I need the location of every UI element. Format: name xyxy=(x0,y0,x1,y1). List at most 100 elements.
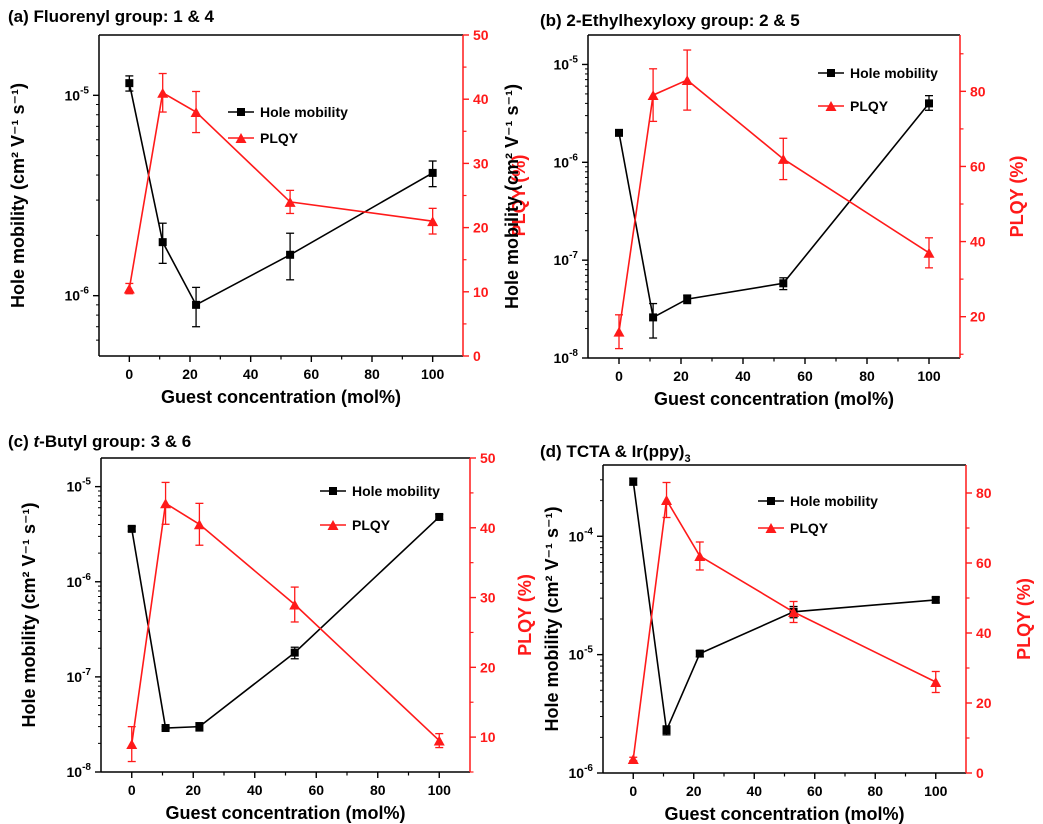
y-right-tick-label: 60 xyxy=(970,158,986,174)
legend: Hole mobility PLQY xyxy=(320,483,440,533)
data-point-hole-mobility xyxy=(127,524,136,533)
x-tick-label: 60 xyxy=(807,783,823,799)
x-axis-label: Guest concentration (mol%) xyxy=(654,389,894,409)
data-point-hole-mobility xyxy=(629,477,638,486)
x-tick-label: 20 xyxy=(182,366,198,382)
x-tick-label: 0 xyxy=(125,366,133,382)
y-left-axis-label: Hole mobility (cm² V⁻¹ s⁻¹) xyxy=(8,83,28,308)
y-left-tick-label: 10-6 xyxy=(65,286,90,304)
data-point-plqy xyxy=(930,677,942,687)
chart-title: (b) 2-Ethylhexyloxy group: 2 & 5 xyxy=(540,11,800,30)
chart-panel-b: (b) 2-Ethylhexyloxy group: 2 & 5 0 20 40 60 8… xyxy=(502,11,1027,409)
x-tick-label: 40 xyxy=(243,366,259,382)
chart-panel-a: (a) Fluorenyl group: 1 & 40 20 40 60 80 100Gu… xyxy=(8,7,529,407)
legend-marker-square xyxy=(329,487,337,495)
x-tick-label: 0 xyxy=(128,782,136,798)
x-tick-label: 80 xyxy=(370,782,386,798)
y-right-tick-label: 50 xyxy=(480,450,496,466)
x-tick-label: 0 xyxy=(629,783,637,799)
legend-label: PLQY xyxy=(850,98,889,114)
x-tick-label: 20 xyxy=(185,782,201,798)
data-point-plqy xyxy=(157,87,169,98)
x-axis-label: Guest concentration (mol%) xyxy=(161,387,401,407)
y-left-tick-label: 10-5 xyxy=(65,85,90,103)
y-right-axis-label: PLQY (%) xyxy=(1014,578,1034,660)
data-point-hole-mobility xyxy=(695,649,704,658)
y-right-axis-label: PLQY (%) xyxy=(515,574,535,656)
y-left-tick-label: 10-5 xyxy=(554,54,579,72)
data-point-plqy xyxy=(433,735,445,746)
x-tick-label: 80 xyxy=(859,368,875,384)
y-right-tick-label: 40 xyxy=(480,520,496,536)
chart-title: (a) Fluorenyl group: 1 & 4 xyxy=(8,7,214,26)
data-point-hole-mobility xyxy=(290,648,299,657)
legend-marker-square xyxy=(827,69,835,77)
legend-label: Hole mobility xyxy=(790,493,878,509)
x-axis-label: Guest concentration (mol%) xyxy=(664,804,904,824)
y-left-axis-label: Hole mobility (cm² V⁻¹ s⁻¹) xyxy=(542,506,562,731)
data-point-hole-mobility xyxy=(286,250,295,259)
data-point-plqy xyxy=(777,153,789,164)
y-left-tick-label: 10-8 xyxy=(554,348,579,366)
data-point-hole-mobility xyxy=(931,595,940,604)
data-point-plqy xyxy=(627,754,639,764)
y-left-tick-label: 10-6 xyxy=(569,763,594,781)
x-tick-label: 0 xyxy=(615,368,623,384)
x-tick-label: 20 xyxy=(673,368,689,384)
data-point-plqy xyxy=(647,90,659,101)
y-right-tick-label: 20 xyxy=(473,220,489,236)
x-tick-label: 40 xyxy=(247,782,263,798)
data-point-plqy xyxy=(661,495,673,505)
data-point-plqy xyxy=(284,196,296,207)
y-right-tick-label: 10 xyxy=(473,284,489,300)
y-right-tick-label: 10 xyxy=(480,729,496,745)
y-right-tick-label: 40 xyxy=(970,234,986,250)
y-right-tick-label: 30 xyxy=(473,155,489,171)
x-tick-label: 100 xyxy=(428,782,452,798)
data-point-plqy xyxy=(923,247,935,258)
y-left-axis-label: Hole mobility (cm² V⁻¹ s⁻¹) xyxy=(19,502,39,727)
series-line-plqy xyxy=(618,79,930,332)
data-point-hole-mobility xyxy=(662,726,671,735)
data-point-hole-mobility xyxy=(158,238,167,247)
chart-title: (d) TCTA & Ir(ppy)3 xyxy=(540,442,691,465)
data-point-hole-mobility xyxy=(192,300,201,309)
data-point-plqy xyxy=(613,326,625,337)
data-point-hole-mobility xyxy=(428,168,437,177)
x-tick-label: 100 xyxy=(924,783,948,799)
data-point-plqy xyxy=(694,551,706,561)
data-point-plqy xyxy=(681,75,693,86)
y-right-tick-label: 30 xyxy=(480,590,496,606)
series-line-hole-mobility xyxy=(618,102,930,319)
data-point-plqy xyxy=(427,216,439,227)
legend: Hole mobility PLQY xyxy=(758,493,878,536)
x-tick-label: 60 xyxy=(308,782,324,798)
data-point-plqy xyxy=(190,107,202,117)
data-point-plqy xyxy=(788,607,800,617)
data-point-hole-mobility xyxy=(161,724,170,733)
x-tick-label: 80 xyxy=(867,783,883,799)
x-tick-label: 40 xyxy=(746,783,762,799)
data-point-hole-mobility xyxy=(683,295,692,304)
y-right-tick-label: 50 xyxy=(473,27,489,43)
x-tick-label: 60 xyxy=(797,368,813,384)
data-point-hole-mobility xyxy=(925,99,933,108)
x-tick-label: 40 xyxy=(735,368,751,384)
chart-panel-d: (d) TCTA & Ir(ppy)3 0 20 40 60 80 100 Guest con… xyxy=(540,442,1034,824)
x-tick-label: 100 xyxy=(421,366,445,382)
y-right-tick-label: 80 xyxy=(970,83,986,99)
legend-label: Hole mobility xyxy=(352,483,440,499)
y-right-axis-label: PLQY (%) xyxy=(1007,156,1027,238)
y-right-tick-label: 0 xyxy=(473,348,481,364)
data-point-hole-mobility xyxy=(779,279,788,288)
data-point-hole-mobility xyxy=(195,722,204,731)
y-right-tick-label: 20 xyxy=(480,659,496,675)
y-left-axis-label: Hole mobility (cm² V⁻¹ s⁻¹) xyxy=(502,84,522,309)
y-right-axis-label: PLQY (%) xyxy=(509,155,529,237)
series-line-plqy xyxy=(130,502,440,745)
legend: Hole mobility PLQY xyxy=(228,104,348,146)
chart-panel-c: (c) t-Butyl group: 3 & 6 0 20 40 60 80 100 Gues… xyxy=(8,432,535,823)
y-right-tick-label: 60 xyxy=(976,555,992,571)
legend-marker-triangle xyxy=(235,133,247,143)
x-tick-label: 60 xyxy=(304,366,320,382)
